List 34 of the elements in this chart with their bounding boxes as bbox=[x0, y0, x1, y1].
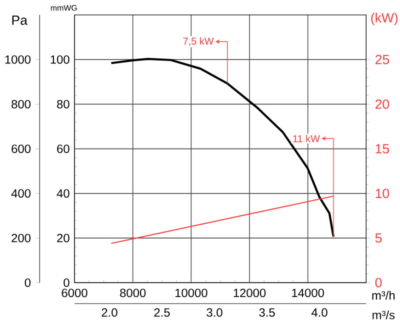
x2-tick-label: 3.0 bbox=[206, 308, 222, 317]
y3-tick-label: 0 bbox=[64, 278, 70, 287]
y3-tick-label: 20 bbox=[57, 234, 70, 242]
y2-tick-label: 10 bbox=[376, 188, 390, 198]
y-tick-label: 0 bbox=[24, 278, 31, 287]
y-tick-label: 1000 bbox=[5, 55, 31, 64]
y-tick-label: 200 bbox=[12, 234, 31, 242]
y2-axis-title: (kW) bbox=[371, 12, 398, 25]
y3-tick-label: 40 bbox=[56, 188, 70, 198]
y-tick-label: 600 bbox=[12, 144, 31, 153]
y3-tick-label: 60 bbox=[57, 144, 70, 153]
x-tick-label: 10000 bbox=[175, 288, 208, 297]
x2-axis-title: m³/s bbox=[372, 310, 395, 320]
y-axis-title: Pa bbox=[12, 15, 28, 25]
y2-tick-label: 25 bbox=[375, 54, 390, 64]
y3-tick-label: 80 bbox=[57, 100, 70, 108]
x-axis-title: m³/h bbox=[372, 290, 395, 300]
y2-tick-label: 0 bbox=[375, 278, 382, 288]
y-tick-label: 400 bbox=[11, 188, 31, 198]
x2-tick-label: 2.0 bbox=[102, 308, 118, 317]
y-tick-label: 800 bbox=[12, 100, 31, 108]
x-tick-label: 14000 bbox=[292, 288, 324, 297]
y2-tick-label: 20 bbox=[375, 99, 390, 109]
x2-tick-label: 2.5 bbox=[154, 308, 170, 317]
x2-tick-label: 3.5 bbox=[259, 308, 275, 317]
annotation: 7,5 kW bbox=[183, 37, 214, 46]
x-tick-label: 8000 bbox=[120, 288, 146, 297]
y2-tick-label: 15 bbox=[376, 144, 390, 154]
y2-tick-label: 5 bbox=[375, 233, 382, 242]
x2-tick-label: 4.0 bbox=[312, 308, 328, 317]
x-tick-label: 6000 bbox=[62, 288, 88, 297]
x-tick-label: 12000 bbox=[234, 288, 266, 297]
y3-tick-label: 100 bbox=[50, 55, 70, 64]
annotation: 11 kW bbox=[293, 134, 320, 142]
